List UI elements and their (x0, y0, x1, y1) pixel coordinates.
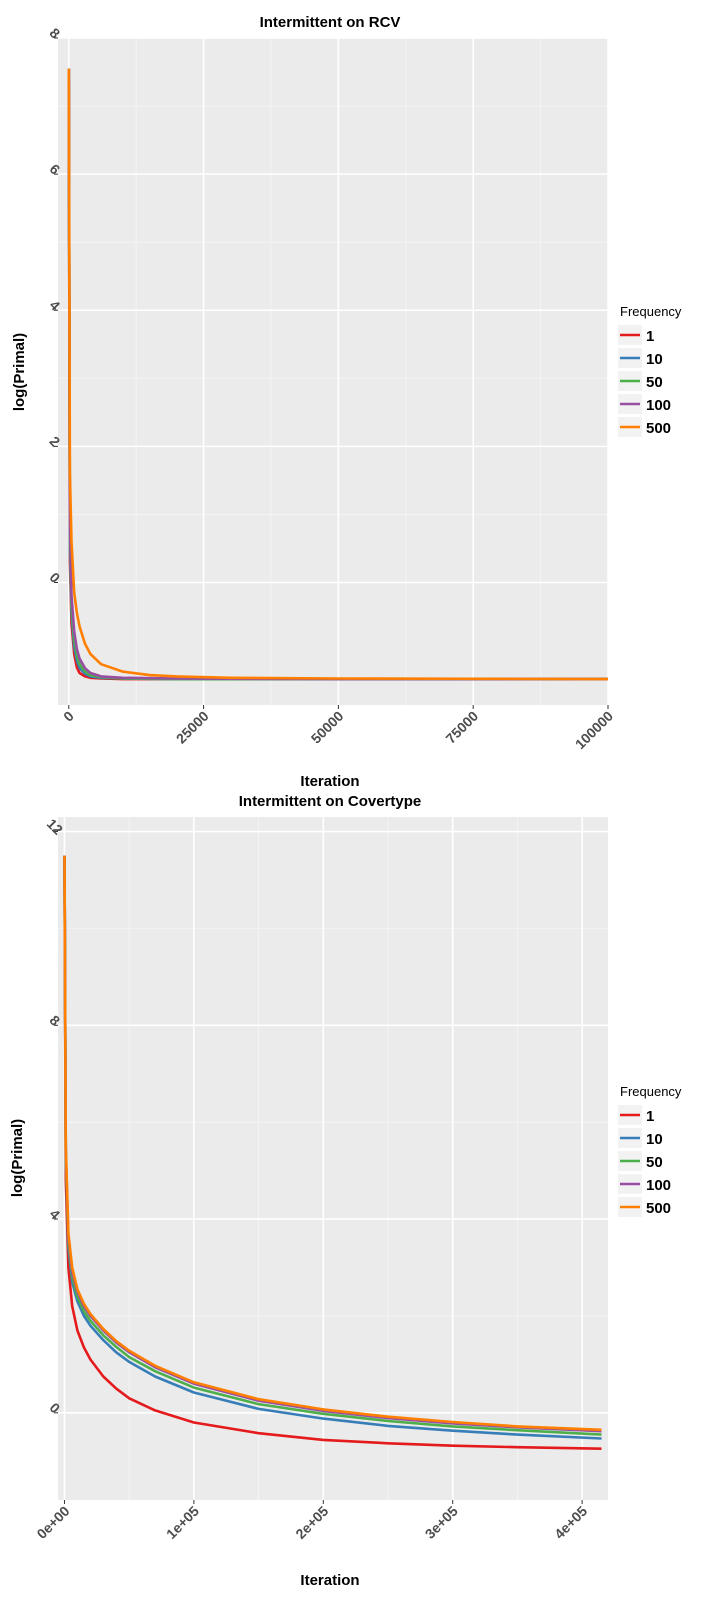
plot-panel (58, 817, 608, 1500)
legend: Frequency 1 10 50 100 500 (618, 1084, 682, 1217)
legend-label-1: 1 (646, 328, 654, 345)
legend-label-50: 50 (646, 374, 663, 391)
legend-label-500: 500 (646, 420, 671, 437)
legend-title: Frequency (620, 304, 682, 319)
legend-label-10: 10 (646, 1131, 663, 1148)
gridlines (58, 37, 609, 705)
x-tick-label: 3e+05 (422, 1503, 461, 1542)
gridlines (58, 817, 608, 1500)
x-tick-label: 0e+00 (33, 1503, 72, 1542)
x-tick-label: 50000 (308, 708, 347, 747)
series-lines (63, 855, 602, 1450)
legend-label-100: 100 (646, 1177, 671, 1194)
series-lines (67, 68, 609, 681)
y-axis-title: log(Primal) (9, 1119, 26, 1197)
series-line-500 (67, 68, 609, 681)
x-axis-title: Iteration (300, 1572, 359, 1589)
x-tick-label: 0 (60, 708, 77, 725)
x-axis-title: Iteration (300, 773, 359, 790)
legend-title: Frequency (620, 1084, 682, 1099)
legend-label-50: 50 (646, 1154, 663, 1171)
series-line-100 (67, 68, 608, 681)
y-axis-title: log(Primal) (11, 333, 28, 411)
legend-label-1: 1 (646, 1108, 654, 1125)
x-tick-label: 4e+05 (551, 1503, 590, 1542)
x-tick-label: 100000 (572, 708, 616, 752)
x-tick-label: 25000 (173, 708, 212, 747)
legend-label-100: 100 (646, 397, 671, 414)
x-tick-label: 75000 (442, 708, 481, 747)
x-tick-label: 1e+05 (163, 1503, 202, 1542)
plot-panel (58, 38, 608, 705)
x-tick-label: 2e+05 (292, 1503, 331, 1542)
series-line-1 (63, 855, 602, 1450)
legend: Frequency 1 10 50 100 500 (618, 304, 682, 437)
chart-title: Intermittent on Covertype (239, 793, 422, 810)
legend-label-10: 10 (646, 351, 663, 368)
chart-title: Intermittent on RCV (260, 14, 401, 31)
legend-label-500: 500 (646, 1200, 671, 1217)
series-line-500 (63, 855, 602, 1432)
